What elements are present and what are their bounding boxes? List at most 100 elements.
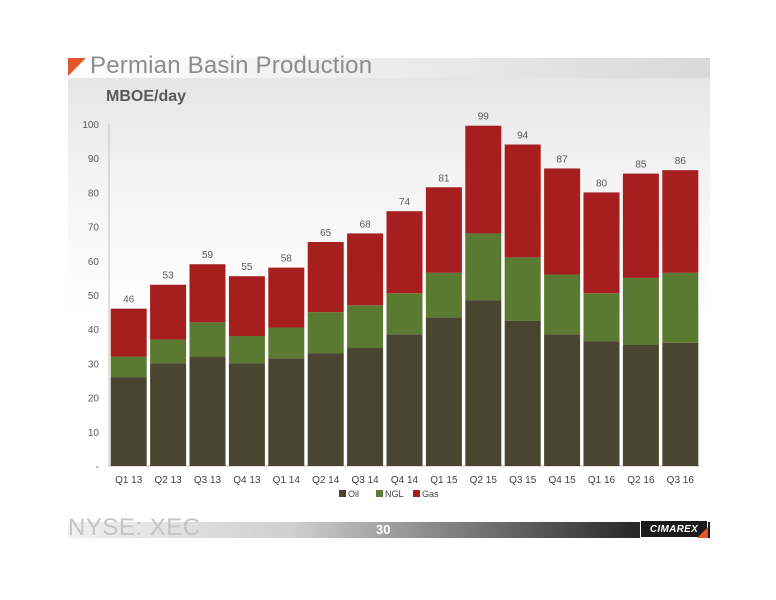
bar-segment-ngl: [268, 327, 305, 359]
total-data-label: 55: [241, 262, 253, 273]
y-tick-label: 80: [88, 188, 100, 199]
bar-segment-oil: [307, 353, 344, 466]
y-tick-label: -: [96, 462, 99, 473]
bar-segment-ngl: [622, 277, 659, 345]
chart-subtitle: MBOE/day: [106, 88, 187, 105]
y-tick-label: 50: [88, 291, 100, 302]
bar-segment-gas: [425, 187, 462, 273]
total-data-label: 80: [596, 178, 608, 189]
bar-segment-gas: [504, 144, 541, 258]
total-data-label: 68: [360, 219, 372, 230]
title-flag-accent: [68, 58, 86, 76]
bar-segment-oil: [110, 377, 147, 466]
x-tick-label: Q1 14: [273, 475, 301, 486]
bar-segment-ngl: [662, 272, 699, 343]
y-tick-label: 90: [88, 154, 100, 165]
x-tick-label: Q3 14: [351, 475, 379, 486]
legend-label-ngl: NGL: [385, 489, 404, 499]
x-tick-label: Q4 13: [233, 475, 261, 486]
bar-segment-ngl: [347, 305, 384, 349]
bar-segment-gas: [189, 264, 226, 323]
bar-segment-ngl: [465, 233, 502, 301]
logo-accent: [697, 527, 708, 538]
y-tick-label: 40: [88, 325, 100, 336]
total-data-label: 86: [675, 156, 687, 167]
page-number: 30: [376, 522, 391, 537]
y-tick-label: 30: [88, 359, 100, 370]
y-tick-label: 10: [88, 428, 100, 439]
bar-segment-ngl: [583, 293, 620, 342]
bar-segment-oil: [150, 363, 187, 466]
x-tick-label: Q2 13: [154, 475, 182, 486]
bar-segment-oil: [228, 363, 265, 466]
bar-segment-gas: [307, 241, 344, 313]
total-data-label: 53: [163, 271, 175, 282]
footer-bar: [68, 522, 710, 538]
bar-segment-oil: [268, 358, 305, 466]
x-tick-label: Q2 16: [627, 475, 655, 486]
total-data-label: 46: [123, 295, 135, 306]
bar-segment-oil: [386, 334, 423, 466]
bar-segment-gas: [268, 267, 305, 328]
x-tick-label: Q4 14: [391, 475, 419, 486]
bar-segment-ngl: [307, 312, 344, 354]
x-tick-label: Q3 13: [194, 475, 222, 486]
bar-segment-oil: [662, 342, 699, 466]
bar-segment-ngl: [110, 356, 147, 378]
bar-segment-gas: [150, 284, 187, 340]
x-tick-label: Q2 14: [312, 475, 340, 486]
bar-segment-oil: [465, 300, 502, 466]
x-tick-label: Q3 15: [509, 475, 537, 486]
total-data-label: 58: [281, 254, 293, 265]
x-tick-label: Q1 15: [430, 475, 458, 486]
bar-segment-ngl: [386, 293, 423, 335]
total-data-label: 99: [478, 112, 490, 123]
legend-label-gas: Gas: [422, 489, 439, 499]
y-tick-label: 70: [88, 223, 100, 234]
bar-segment-oil: [504, 320, 541, 466]
legend-label-oil: Oil: [348, 489, 359, 499]
total-data-label: 81: [438, 173, 450, 184]
bar-segment-gas: [622, 173, 659, 278]
bar-segment-oil: [189, 356, 226, 466]
bar-segment-gas: [228, 276, 265, 337]
legend-swatch-ngl: [376, 490, 383, 497]
bar-segment-oil: [347, 348, 384, 466]
bar-segment-oil: [622, 344, 659, 466]
total-data-label: 74: [399, 197, 411, 208]
bar-segment-gas: [465, 125, 502, 234]
y-tick-label: 60: [88, 257, 100, 268]
title-bar: [68, 58, 710, 78]
x-tick-label: Q3 16: [667, 475, 695, 486]
bar-segment-gas: [583, 192, 620, 294]
bar-segment-gas: [386, 211, 423, 294]
bar-segment-gas: [347, 233, 384, 306]
total-data-label: 94: [517, 131, 529, 142]
y-tick-label: 20: [88, 394, 100, 405]
total-data-label: 85: [635, 160, 647, 171]
legend-swatch-gas: [413, 490, 420, 497]
page-title: Permian Basin Production: [90, 52, 373, 79]
legend-swatch-oil: [339, 490, 346, 497]
x-tick-label: Q1 16: [588, 475, 616, 486]
bar-segment-gas: [662, 170, 699, 273]
company-logo: CIMAREX: [640, 520, 708, 538]
total-data-label: 65: [320, 228, 332, 239]
bar-segment-ngl: [544, 274, 581, 335]
bar-segment-ngl: [189, 322, 226, 357]
bar-segment-ngl: [425, 272, 462, 318]
x-tick-label: Q2 15: [470, 475, 498, 486]
bar-segment-ngl: [228, 336, 265, 364]
bar-segment-oil: [425, 317, 462, 466]
total-data-label: 87: [557, 154, 569, 165]
bar-segment-ngl: [150, 339, 187, 364]
bar-segment-ngl: [504, 257, 541, 321]
y-tick-label: 100: [82, 120, 99, 131]
x-tick-label: Q1 13: [115, 475, 143, 486]
stock-ticker: NYSE: XEC: [68, 514, 201, 541]
bar-segment-gas: [110, 308, 147, 357]
bar-segment-gas: [544, 168, 581, 275]
bar-segment-oil: [583, 341, 620, 466]
x-tick-label: Q4 15: [548, 475, 576, 486]
